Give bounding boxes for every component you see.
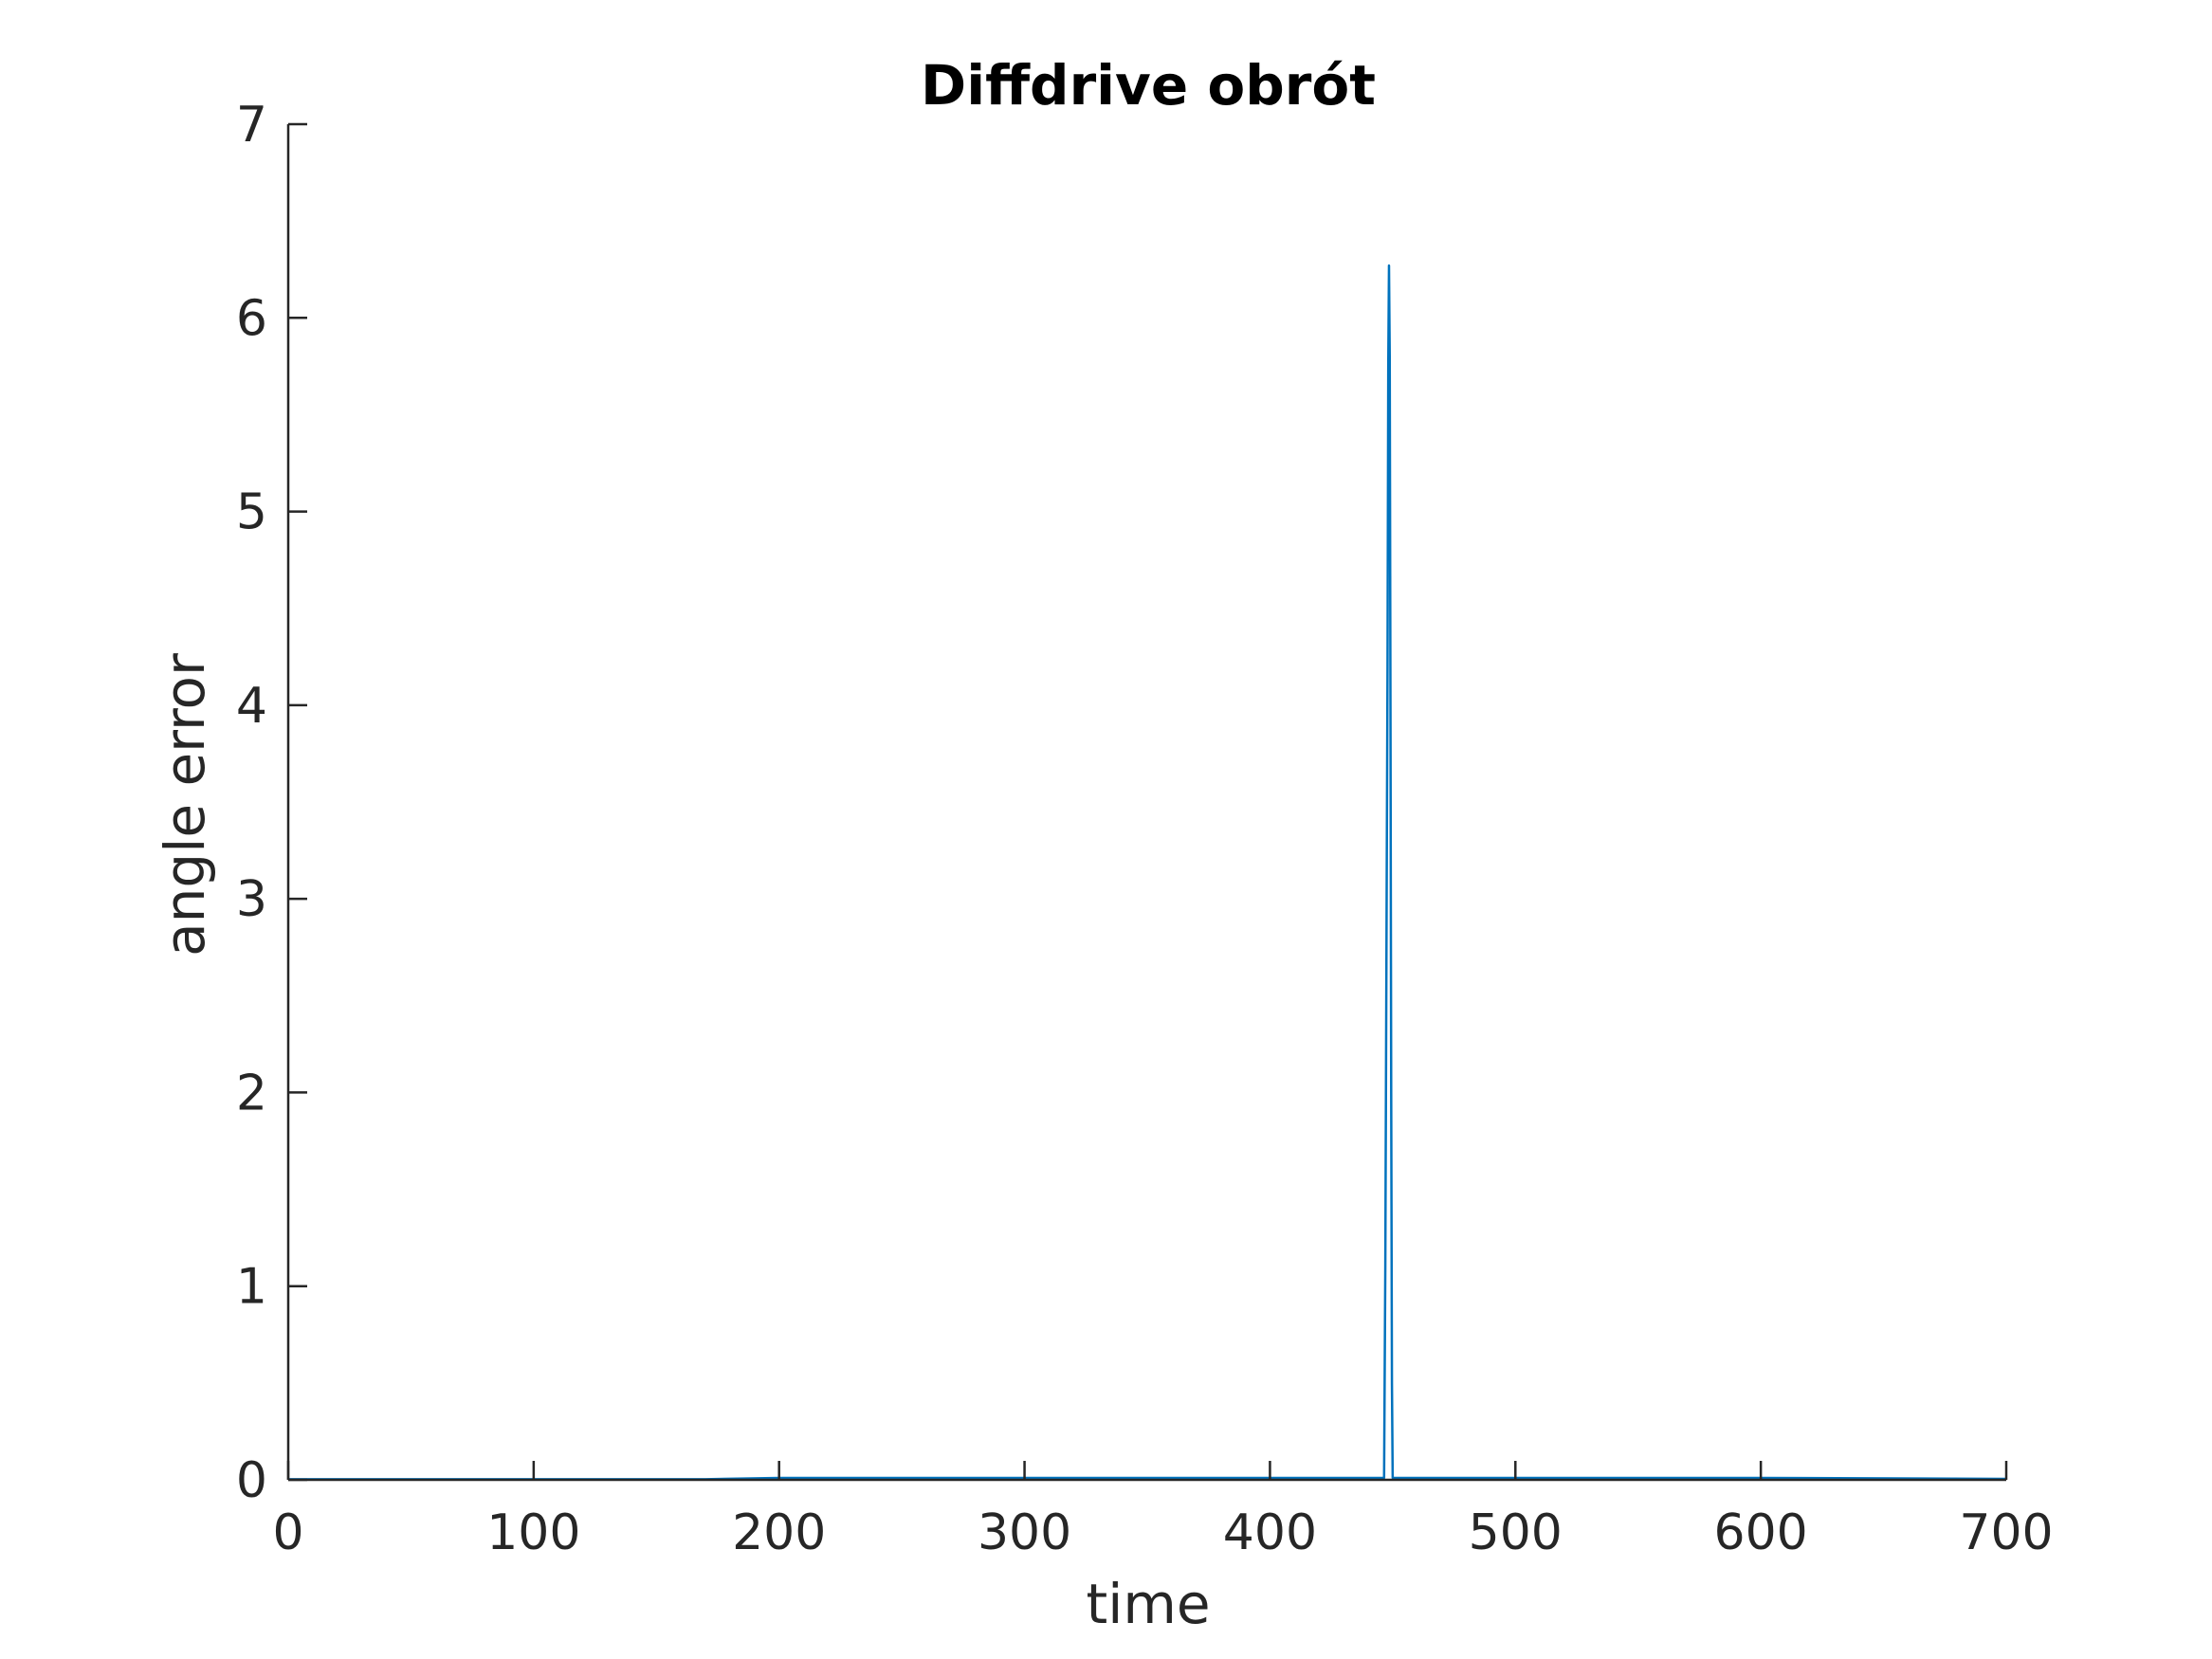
plot-area: [288, 264, 2007, 1481]
y-tick-label: 2: [236, 1065, 267, 1121]
y-tick-label: 0: [236, 1452, 267, 1509]
x-axis-label: time: [1086, 1572, 1210, 1636]
x-tick-label: 700: [1959, 1504, 2053, 1561]
y-tick-label: 4: [236, 678, 267, 735]
y-tick-label: 3: [236, 871, 267, 928]
axes: 0 100 200 300 400 500 600 700 0 1 2 3 4 5 6 7: [236, 97, 2054, 1561]
x-tick-label: 200: [732, 1504, 826, 1561]
x-tick-label: 500: [1469, 1504, 1563, 1561]
x-tick-label: 300: [978, 1504, 1071, 1561]
y-axis-label: angle error: [153, 653, 217, 957]
y-tick-label: 6: [236, 290, 267, 347]
y-tick-label: 5: [236, 484, 267, 541]
x-tick-label: 600: [1714, 1504, 1808, 1561]
x-tick-label: 100: [486, 1504, 580, 1561]
series-line-0: [288, 264, 2007, 1481]
x-tick-label: 400: [1223, 1504, 1317, 1561]
chart-title: Diffdrive obrót: [921, 53, 1376, 118]
y-tick-label: 7: [236, 97, 267, 154]
y-tick-label: 1: [236, 1259, 267, 1316]
x-tick-label: 0: [272, 1504, 303, 1561]
